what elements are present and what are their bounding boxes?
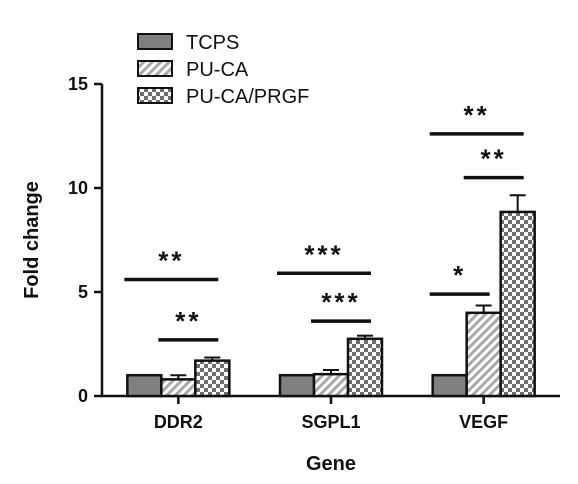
legend-swatch — [137, 60, 173, 77]
bar — [194, 359, 231, 398]
bar — [160, 378, 197, 398]
x-axis: DDR2 SGPL1 VEGF — [101, 394, 560, 432]
bar — [346, 337, 384, 398]
y-tick-label: 5 — [78, 282, 88, 302]
significance-label: ** — [481, 144, 507, 174]
x-axis-title: Gene — [306, 453, 356, 475]
bar — [499, 210, 536, 398]
legend-label: TCPS — [186, 32, 239, 54]
legend: TCPS PU-CA PU-CA/PRGF — [137, 32, 309, 108]
bar — [278, 373, 316, 398]
significance-label: ** — [158, 246, 184, 276]
significance-annotations: *************** — [124, 100, 524, 342]
significance-label: *** — [304, 239, 343, 269]
bar — [312, 372, 350, 398]
bar — [465, 311, 502, 398]
legend-label: PU-CA — [186, 59, 249, 81]
x-tick-label: VEGF — [459, 412, 508, 432]
x-tick-label: DDR2 — [154, 412, 203, 432]
y-tick-label: 0 — [78, 386, 88, 406]
bar — [431, 373, 468, 398]
y-tick-label: 10 — [68, 178, 88, 198]
significance-label: ** — [175, 306, 201, 336]
legend-swatch — [137, 87, 173, 104]
y-axis: 0 5 10 15 — [68, 74, 104, 406]
y-tick-label: 15 — [68, 74, 88, 94]
x-tick-label: SGPL1 — [301, 412, 360, 432]
y-axis-title: Fold change — [21, 181, 43, 299]
significance-label: * — [453, 260, 466, 290]
bars — [126, 194, 536, 398]
significance-label: ** — [464, 100, 490, 130]
legend-label: PU-CA/PRGF — [186, 86, 309, 108]
legend-swatch — [137, 33, 173, 50]
bar — [126, 373, 163, 398]
significance-label: *** — [321, 287, 360, 317]
